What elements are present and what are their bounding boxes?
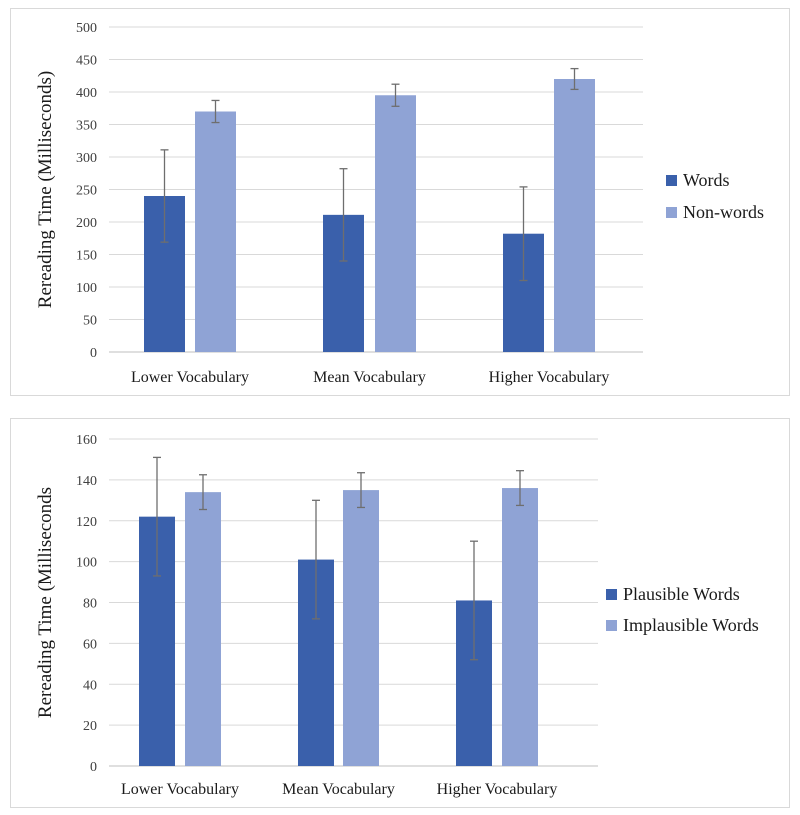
x-category-label: Mean Vocabulary (282, 781, 395, 798)
y-axis-title: Rereading Time (Milliseconds) (35, 71, 56, 308)
chart-panel-2: 0 20 40 60 80 100 120 140 160 Rereading Time (Mil… (10, 418, 790, 808)
x-category-label: Higher Vocabulary (437, 781, 558, 798)
legend-label: Implausible Words (623, 615, 759, 635)
y-tick-label: 450 (76, 54, 97, 69)
y-tick-label: 400 (76, 86, 97, 101)
chart-1-svg: 0 50 100 150 200 250 300 350 400 450 500 Rereading … (35, 21, 764, 386)
y-tick-label: 40 (83, 678, 97, 693)
bar-non-words-1 (375, 95, 416, 352)
legend-swatch (606, 620, 617, 631)
y-tick-label: 160 (76, 433, 97, 448)
bar-implausible-words-0 (185, 492, 221, 766)
y-tick-label: 0 (90, 346, 97, 361)
legend-label: Plausible Words (623, 584, 740, 604)
y-tick-label: 150 (76, 249, 97, 264)
y-tick-label: 0 (90, 760, 97, 775)
y-tick-label: 80 (83, 597, 97, 612)
bar-implausible-words-1 (343, 490, 379, 766)
y-tick-label: 120 (76, 515, 97, 530)
y-tick-label: 200 (76, 216, 97, 231)
y-tick-label: 300 (76, 151, 97, 166)
y-tick-label: 140 (76, 474, 97, 489)
legend-swatch (666, 175, 677, 186)
x-category-label: Lower Vocabulary (121, 781, 239, 798)
legend-swatch (666, 207, 677, 218)
y-tick-label: 20 (83, 719, 97, 734)
chart-2-svg: 0 20 40 60 80 100 120 140 160 Rereading Time (Mil… (35, 433, 759, 798)
bar-implausible-words-2 (502, 488, 538, 766)
y-tick-label: 500 (76, 21, 97, 36)
bar-non-words-2 (554, 79, 595, 352)
y-axis-title: Rereading Time (Milliseconds (35, 487, 56, 718)
x-category-label: Mean Vocabulary (313, 369, 426, 386)
y-tick-label: 100 (76, 281, 97, 296)
x-category-label: Lower Vocabulary (131, 369, 249, 386)
chart-panel-1: 0 50 100 150 200 250 300 350 400 450 500 Rereading … (10, 8, 790, 396)
legend-swatch (606, 589, 617, 600)
y-tick-label: 50 (83, 314, 97, 329)
y-tick-label: 60 (83, 637, 97, 652)
x-category-label: Higher Vocabulary (489, 369, 610, 386)
legend-label: Words (683, 170, 730, 190)
y-tick-label: 100 (76, 556, 97, 571)
y-tick-label: 350 (76, 119, 97, 134)
bar-non-words-0 (195, 111, 236, 352)
y-tick-label: 250 (76, 184, 97, 199)
legend-label: Non-words (683, 202, 764, 222)
